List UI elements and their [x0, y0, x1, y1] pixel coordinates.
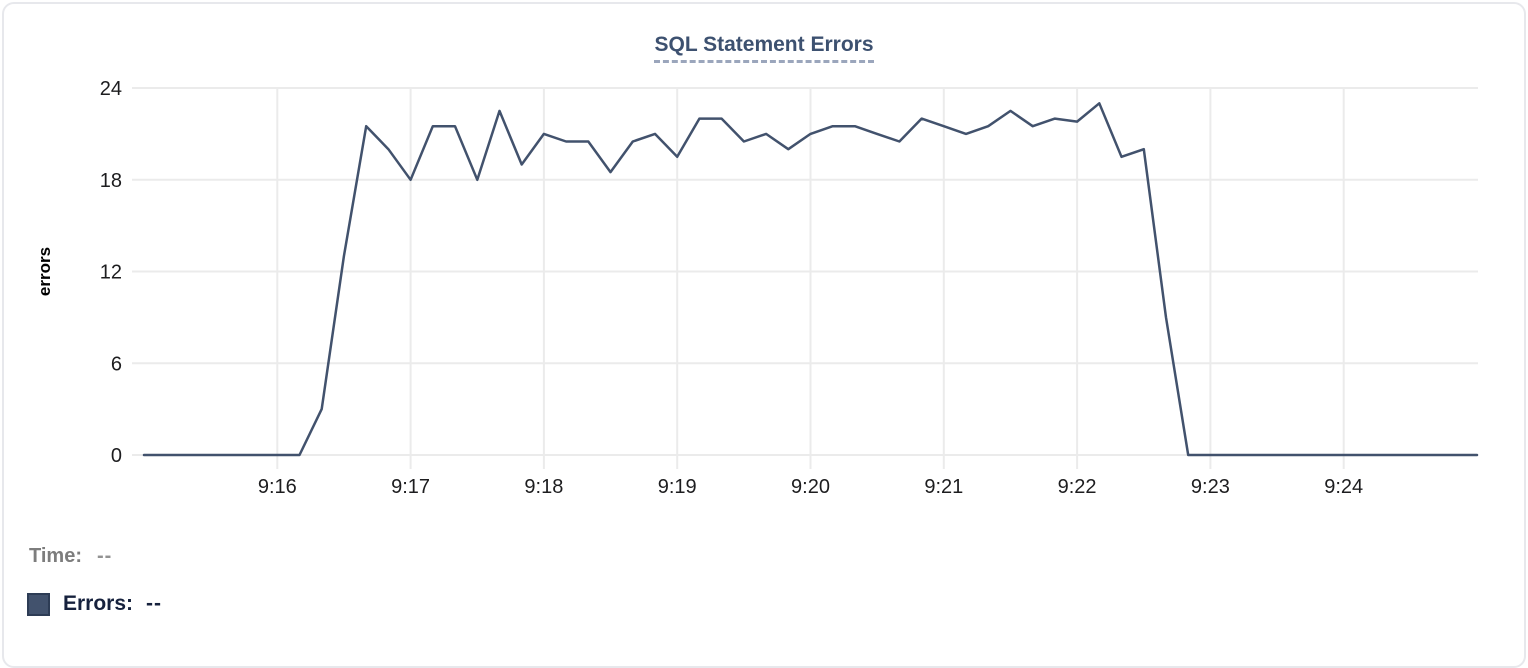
chart-title[interactable]: SQL Statement Errors — [654, 33, 874, 63]
legend-errors-row: Errors: -- — [27, 592, 162, 616]
y-tick-label: 18 — [100, 170, 122, 192]
legend-time-value: -- — [96, 545, 113, 567]
chart-header: SQL Statement Errors — [4, 33, 1524, 63]
errors-series-swatch — [27, 592, 50, 616]
x-tick-label: 9:21 — [924, 476, 963, 498]
legend-time-label: Time: — [29, 545, 82, 567]
x-tick-label: 9:20 — [791, 476, 830, 498]
legend-time-row: Time: -- — [29, 545, 112, 568]
y-tick-label: 12 — [100, 262, 122, 284]
legend-errors-value: -- — [146, 592, 163, 615]
y-axis-title: errors — [35, 247, 54, 296]
legend-errors-label: Errors: — [63, 592, 134, 615]
y-tick-label: 24 — [100, 78, 122, 100]
y-tick-label: 6 — [111, 353, 122, 375]
x-tick-label: 9:23 — [1191, 476, 1230, 498]
x-tick-label: 9:22 — [1058, 476, 1097, 498]
y-tick-label: 0 — [111, 445, 122, 467]
errors-line-chart[interactable]: 0 6 12 18 24 9:16 9:17 9:18 9:19 9:20 9:21 9:22 9:23… — [4, 4, 1528, 514]
errors-series-line — [142, 102, 1479, 457]
x-tick-label: 9:18 — [524, 476, 563, 498]
x-tick-label: 9:24 — [1324, 476, 1363, 498]
x-tick-label: 9:19 — [658, 476, 697, 498]
x-tick-label: 9:16 — [258, 476, 297, 498]
x-tick-label: 9:17 — [391, 476, 430, 498]
